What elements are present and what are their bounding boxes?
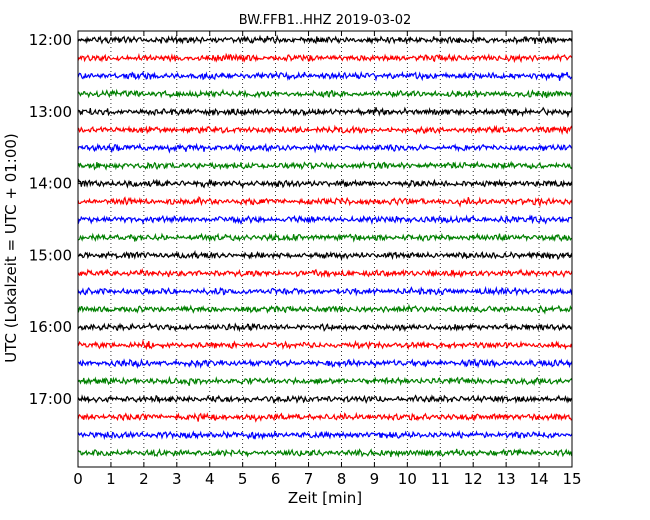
x-tick-label: 4 bbox=[205, 470, 215, 488]
x-tick-label: 12 bbox=[464, 470, 483, 488]
trace-1345 bbox=[77, 160, 573, 171]
trace-1330 bbox=[77, 142, 573, 154]
trace-1715 bbox=[77, 411, 573, 423]
trace-1200 bbox=[77, 34, 573, 46]
trace-1300 bbox=[77, 106, 573, 119]
y-tick-label: 15:00 bbox=[29, 246, 72, 264]
x-tick-label: 5 bbox=[238, 470, 248, 488]
y-tick-label: 16:00 bbox=[29, 318, 72, 336]
trace-1545 bbox=[77, 303, 573, 315]
trace-1600 bbox=[77, 322, 573, 333]
trace-1215 bbox=[77, 52, 573, 64]
seismic-traces bbox=[77, 34, 573, 458]
grid-lines bbox=[110, 31, 540, 467]
x-tick-label: 2 bbox=[139, 470, 149, 488]
y-tick-label: 14:00 bbox=[29, 175, 72, 193]
trace-1230 bbox=[77, 70, 573, 82]
trace-1400 bbox=[77, 178, 573, 190]
y-tick-label: 17:00 bbox=[29, 390, 72, 408]
x-tick-label: 11 bbox=[431, 470, 450, 488]
trace-1445 bbox=[77, 232, 573, 243]
x-tick-label: 1 bbox=[106, 470, 116, 488]
x-tick-label: 13 bbox=[497, 470, 516, 488]
y-tick-label: 12:00 bbox=[29, 31, 72, 49]
x-tick-label: 8 bbox=[337, 470, 347, 488]
x-tick-label: 0 bbox=[73, 470, 83, 488]
x-tick-label: 10 bbox=[398, 470, 417, 488]
trace-1245 bbox=[77, 88, 573, 99]
plot-frame bbox=[77, 30, 573, 468]
trace-1315 bbox=[77, 124, 573, 136]
trace-1730 bbox=[77, 429, 573, 441]
trace-1645 bbox=[77, 375, 573, 387]
trace-1430 bbox=[77, 214, 573, 226]
axis-ticks: 0 1 2 3 4 5 6 7 8 9 10 11 12 13 14 1512:0013:0014:0015:… bbox=[29, 31, 582, 488]
x-tick-label: 9 bbox=[370, 470, 380, 488]
y-tick-label: 13:00 bbox=[29, 103, 72, 121]
plot-area bbox=[78, 31, 572, 467]
trace-1515 bbox=[77, 267, 573, 279]
trace-1415 bbox=[77, 196, 573, 208]
x-axis-label: Zeit [min] bbox=[288, 489, 362, 507]
trace-1615 bbox=[77, 338, 573, 351]
trace-1630 bbox=[77, 358, 573, 369]
chart-title: BW.FFB1..HHZ 2019-03-02 bbox=[239, 13, 412, 28]
trace-1530 bbox=[77, 285, 573, 297]
trace-1500 bbox=[77, 249, 573, 262]
x-tick-label: 15 bbox=[562, 470, 581, 488]
trace-1745 bbox=[77, 447, 573, 458]
x-tick-label: 6 bbox=[271, 470, 281, 488]
y-axis-label: UTC (Lokalzeit = UTC + 01:00) bbox=[2, 133, 20, 363]
x-tick-label: 14 bbox=[530, 470, 549, 488]
x-tick-label: 7 bbox=[304, 470, 314, 488]
trace-1700 bbox=[77, 394, 573, 405]
x-tick-label: 3 bbox=[172, 470, 182, 488]
